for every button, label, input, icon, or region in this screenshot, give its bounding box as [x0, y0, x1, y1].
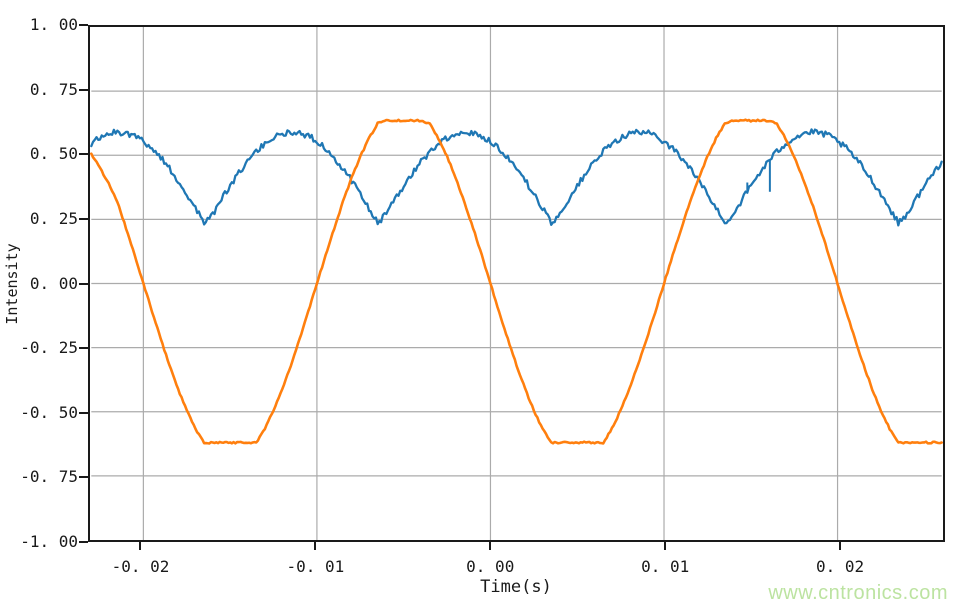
waveform-plot — [90, 27, 943, 540]
y-tick-label: -0. 50 — [20, 402, 78, 422]
y-tick-label: 0. 50 — [29, 144, 78, 164]
y-tick-label: 1. 00 — [29, 15, 78, 34]
series-lines — [90, 118, 943, 445]
x-tick-mark — [839, 542, 842, 550]
y-tick-mark — [79, 282, 88, 285]
x-axis-label: Time(s) — [480, 577, 552, 597]
y-tick-label: 0. 00 — [29, 273, 78, 293]
watermark-text: www.cntronics.com — [768, 582, 948, 604]
x-tick-label: -0. 01 — [286, 557, 345, 576]
y-tick-mark — [79, 217, 88, 220]
x-tick-mark — [489, 542, 492, 550]
gridlines — [91, 27, 942, 540]
x-tick-label: 0. 01 — [641, 557, 690, 576]
y-tick-label: -0. 25 — [20, 338, 78, 358]
y-tick-mark — [79, 411, 88, 414]
y-tick-label: -0. 75 — [20, 467, 78, 487]
blue-noisy-rectified-wave-line — [90, 128, 943, 227]
y-tick-mark — [79, 24, 88, 26]
y-tick-mark — [79, 153, 88, 156]
x-tick-label: 0. 02 — [815, 557, 865, 576]
x-tick-mark — [314, 542, 317, 550]
y-tick-label: 0. 25 — [29, 208, 78, 228]
plot-area — [88, 25, 945, 542]
y-tick-mark — [79, 88, 88, 91]
y-tick-label: -1. 00 — [20, 532, 78, 551]
y-tick-mark — [79, 347, 88, 350]
orange-flattened-sine-wave-line — [90, 118, 943, 445]
x-tick-mark — [664, 542, 667, 550]
y-tick-label: 0. 75 — [29, 79, 78, 99]
y-tick-mark — [79, 476, 88, 479]
y-tick-mark — [79, 541, 88, 543]
x-tick-mark — [139, 542, 142, 550]
x-tick-label: 0. 00 — [466, 557, 515, 576]
x-tick-label: -0. 02 — [111, 557, 170, 576]
